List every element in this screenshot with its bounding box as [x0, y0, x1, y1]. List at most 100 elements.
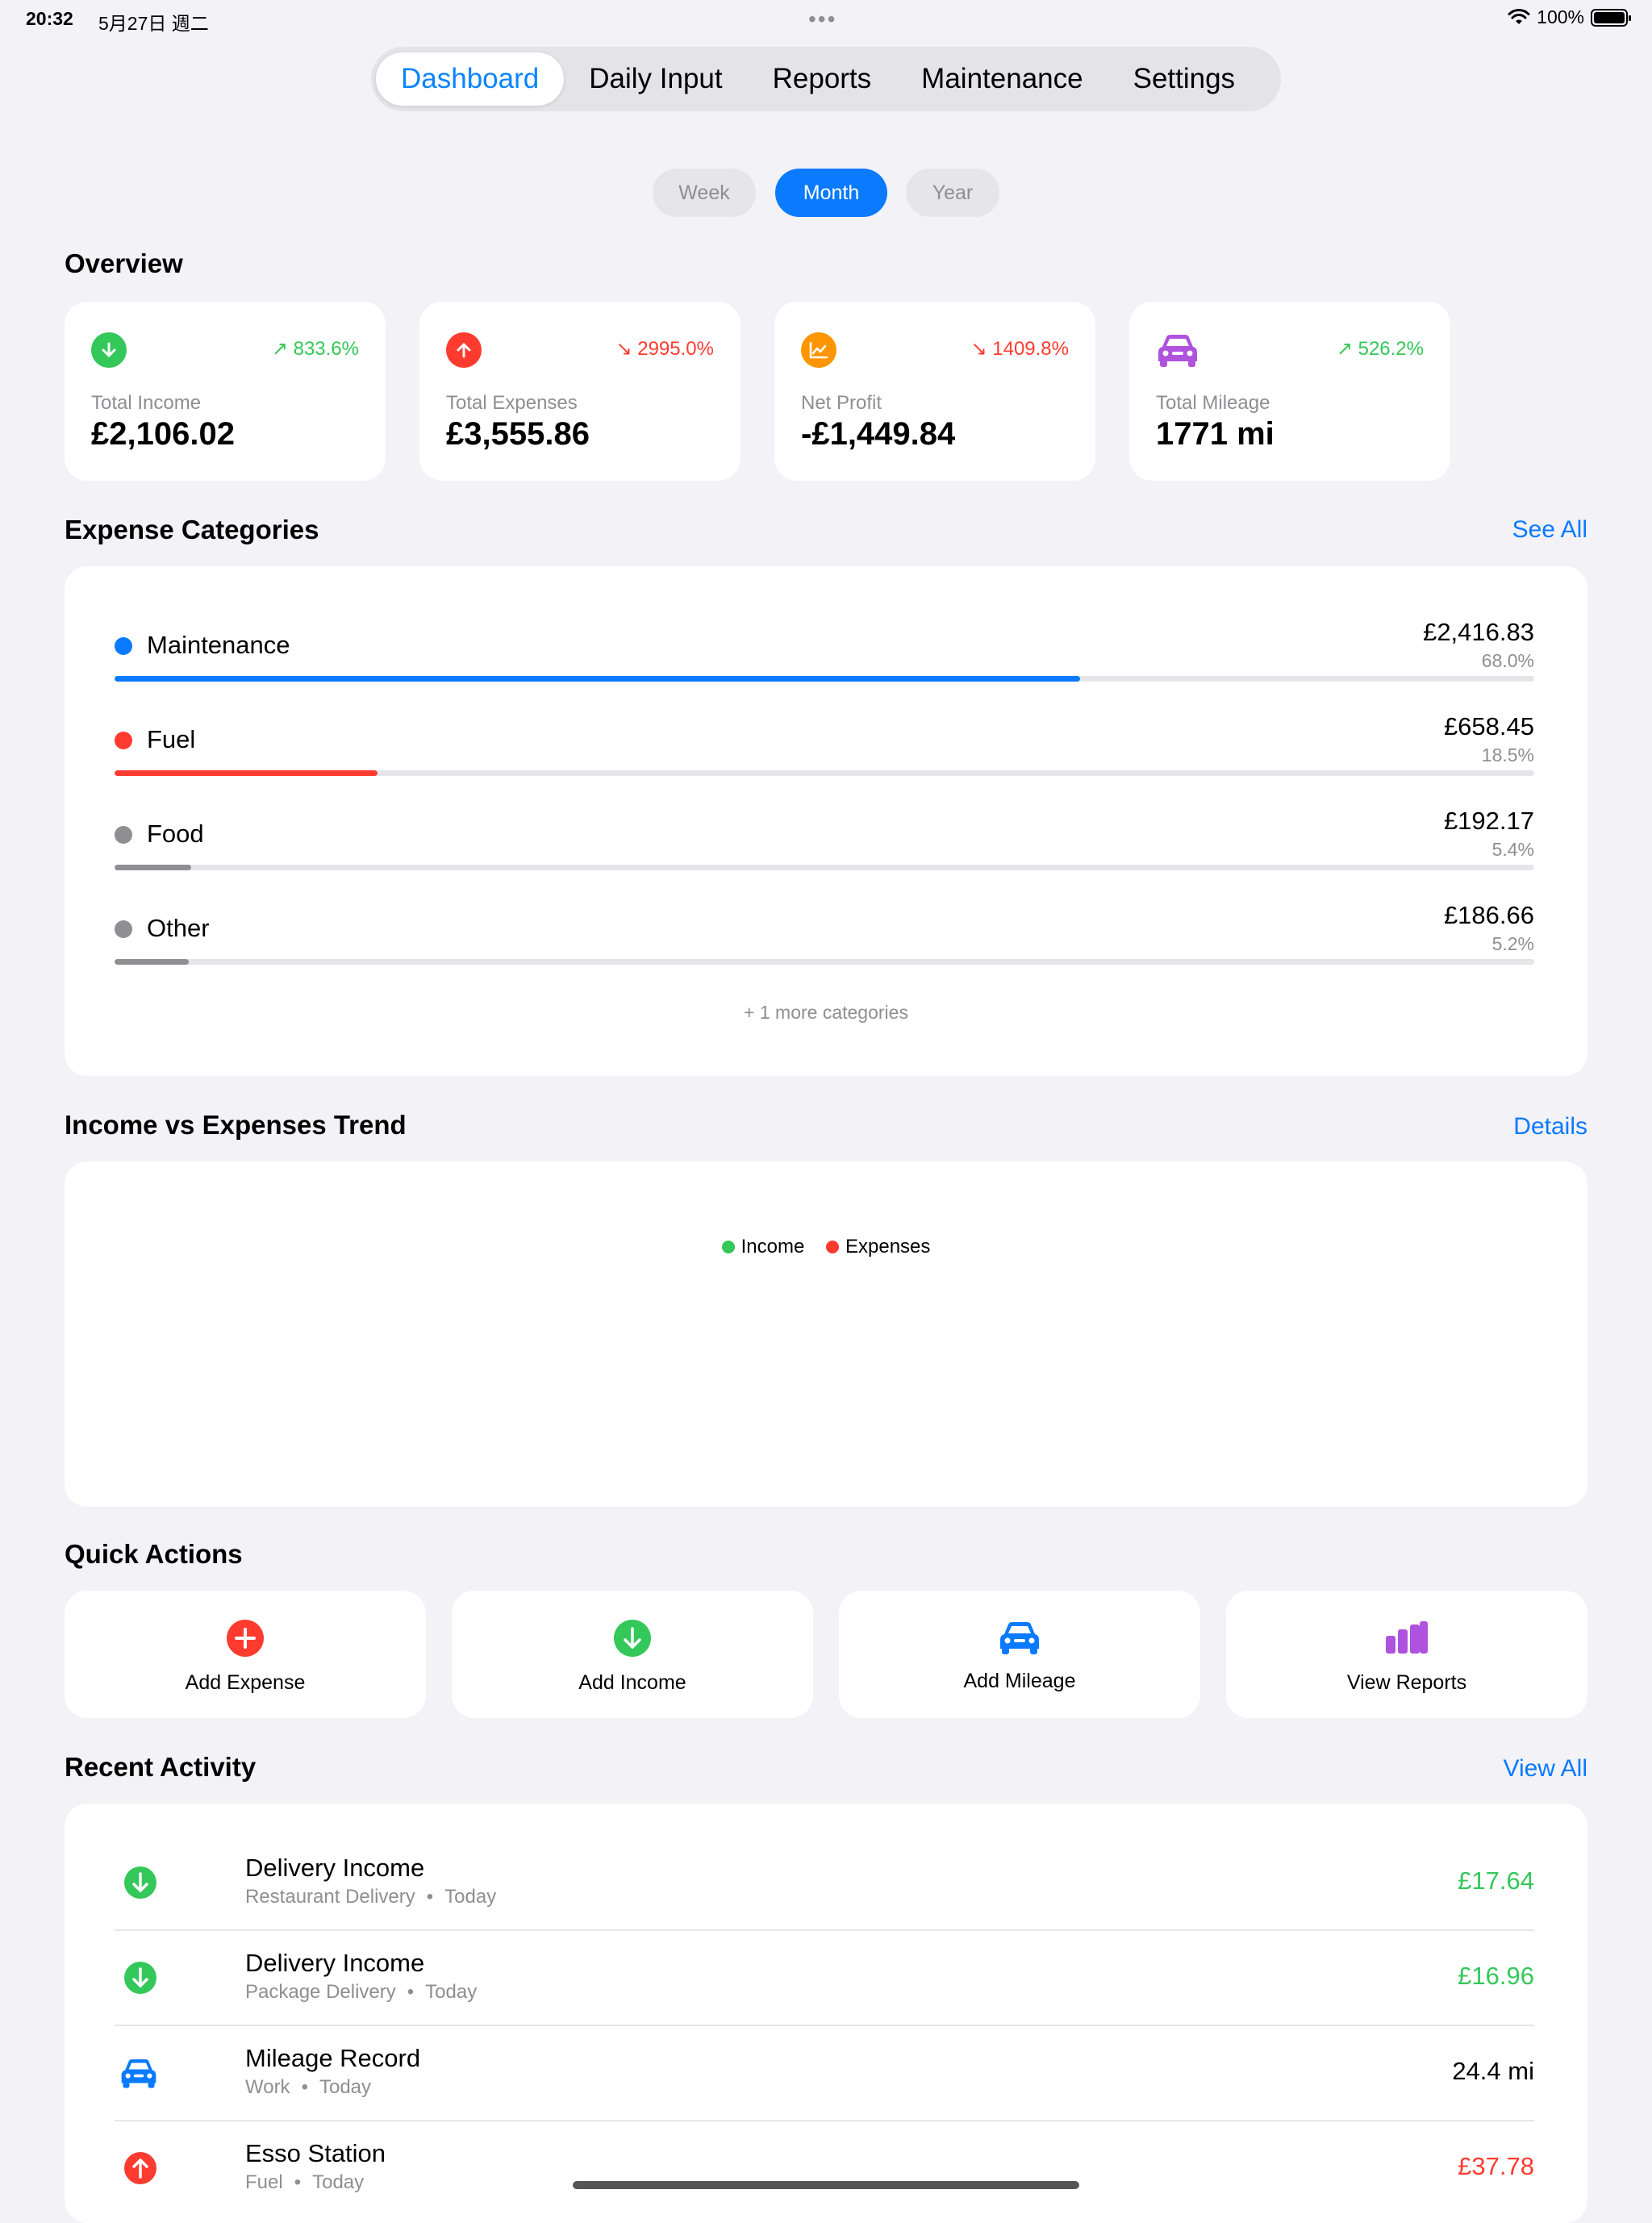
chart-legend: Income Expenses — [65, 1236, 1587, 1259]
add-expense-button[interactable]: Add Expense — [65, 1591, 426, 1718]
trend-down-icon: ↘ — [615, 338, 638, 360]
expense-categories-card: Maintenance £2,416.83 68.0% Fuel £658.45… — [65, 566, 1587, 1076]
category-progress-track — [115, 676, 1534, 682]
row-divider — [115, 2025, 1534, 2026]
activity-title: Delivery Income — [245, 1949, 425, 1977]
category-percent: 68.0% — [1481, 650, 1534, 671]
category-row-food[interactable]: Food £192.17 5.4% — [115, 807, 1534, 887]
activity-row[interactable]: Esso Station Fuel • Today £37.78 — [115, 2121, 1534, 2217]
battery-icon — [1591, 8, 1631, 27]
period-month-button[interactable]: Month — [775, 169, 887, 217]
activity-category: Work — [245, 2076, 290, 2098]
net-profit-card[interactable]: ↘ 1409.8% Net Profit -£1,449.84 — [774, 302, 1095, 481]
expenses-label: Total Expenses — [446, 392, 578, 414]
period-year-button[interactable]: Year — [906, 169, 999, 217]
profit-change-value: 1409.8% — [992, 338, 1069, 360]
tab-dashboard[interactable]: Dashboard — [376, 52, 565, 106]
category-row-fuel[interactable]: Fuel £658.45 18.5% — [115, 712, 1534, 793]
home-indicator[interactable] — [573, 2181, 1079, 2189]
quick-actions-title: Quick Actions — [65, 1539, 243, 1569]
activity-date: Today — [444, 1886, 497, 1908]
trend-up-icon: ↗ — [271, 338, 294, 360]
trend-chart-card: Income Expenses — [65, 1162, 1587, 1507]
activity-amount: £16.96 — [1458, 1962, 1534, 1990]
category-row-other[interactable]: Other £186.66 5.2% — [115, 901, 1534, 982]
legend-dot-expenses — [825, 1241, 839, 1253]
trend-down-icon: ↘ — [970, 338, 993, 360]
profit-label: Net Profit — [801, 392, 882, 414]
category-progress-fill — [115, 959, 189, 965]
status-time: 20:32 — [26, 8, 73, 29]
category-row-maintenance[interactable]: Maintenance £2,416.83 68.0% — [115, 618, 1534, 699]
mileage-change-value: 526.2% — [1358, 338, 1424, 360]
recent-activity-card: Delivery Income Restaurant Delivery • Toda… — [65, 1804, 1587, 2223]
period-week-button[interactable]: Week — [653, 169, 756, 217]
arrow-down-circle-icon — [91, 332, 127, 368]
car-icon — [998, 1620, 1041, 1659]
chart-line-icon — [801, 332, 836, 368]
activity-category: Package Delivery — [245, 1981, 396, 2003]
tab-reports[interactable]: Reports — [772, 63, 872, 94]
see-all-link[interactable]: See All — [1512, 516, 1587, 543]
car-icon — [1156, 332, 1199, 372]
category-name: Maintenance — [147, 631, 290, 659]
activity-subtitle: Restaurant Delivery • Today — [245, 1886, 496, 1908]
income-change-value: 833.6% — [293, 338, 359, 360]
activity-row[interactable]: Mileage Record Work • Today 24.4 mi — [115, 2026, 1534, 2121]
bullet-separator: • — [407, 1981, 415, 2003]
legend-income: Income — [721, 1236, 804, 1258]
bar-chart-icon — [1384, 1620, 1429, 1659]
add-income-button[interactable]: Add Income — [452, 1591, 813, 1718]
mileage-label: Total Mileage — [1156, 392, 1270, 414]
add-mileage-label: Add Mileage — [963, 1670, 1076, 1692]
tab-maintenance[interactable]: Maintenance — [921, 63, 1083, 94]
mileage-value: 1771 mi — [1156, 416, 1274, 452]
category-name: Other — [147, 914, 210, 942]
activity-subtitle: Package Delivery • Today — [245, 1981, 477, 2004]
bullet-separator: • — [301, 2076, 308, 2098]
income-label: Total Income — [91, 392, 202, 414]
activity-row[interactable]: Delivery Income Restaurant Delivery • Toda… — [115, 1836, 1534, 1931]
category-progress-track — [115, 959, 1534, 965]
status-date: 5月27日 週二 — [98, 13, 209, 34]
car-icon — [119, 2057, 158, 2093]
activity-amount: 24.4 mi — [1452, 2057, 1534, 2085]
activity-category: Restaurant Delivery — [245, 1886, 415, 1908]
view-all-link[interactable]: View All — [1503, 1755, 1587, 1782]
arrow-down-circle-icon — [124, 1866, 156, 1903]
expenses-change: ↘ 2995.0% — [615, 337, 714, 361]
activity-subtitle: Work • Today — [245, 2076, 371, 2099]
more-categories-text[interactable]: + 1 more categories — [744, 1002, 908, 1023]
expenses-change-value: 2995.0% — [637, 338, 714, 360]
profit-value: -£1,449.84 — [801, 416, 956, 452]
legend-expenses: Expenses — [825, 1236, 930, 1258]
total-mileage-card[interactable]: ↗ 526.2% Total Mileage 1771 mi — [1129, 302, 1450, 481]
legend-dot-income — [721, 1241, 735, 1253]
category-percent: 5.4% — [1491, 839, 1534, 860]
arrow-up-circle-icon — [124, 2152, 156, 2188]
bullet-separator: • — [294, 2171, 302, 2193]
total-expenses-card[interactable]: ↘ 2995.0% Total Expenses £3,555.86 — [419, 302, 740, 481]
tab-daily-input[interactable]: Daily Input — [589, 63, 723, 94]
category-amount: £192.17 — [1443, 807, 1534, 835]
multitasking-dots-icon[interactable]: ••• — [808, 6, 837, 31]
income-change: ↗ 833.6% — [272, 337, 359, 361]
income-value: £2,106.02 — [91, 416, 235, 452]
trend-title: Income vs Expenses Trend — [65, 1110, 407, 1140]
activity-row[interactable]: Delivery Income Package Delivery • Today £… — [115, 1931, 1534, 2026]
category-amount: £186.66 — [1443, 901, 1534, 929]
category-name: Fuel — [147, 725, 196, 753]
wifi-icon — [1508, 8, 1530, 24]
view-reports-label: View Reports — [1346, 1671, 1467, 1694]
activity-title: Delivery Income — [245, 1854, 425, 1882]
activity-subtitle: Fuel • Today — [245, 2171, 364, 2194]
add-mileage-button[interactable]: Add Mileage — [839, 1591, 1200, 1718]
category-color-dot — [115, 920, 132, 938]
profit-change: ↘ 1409.8% — [970, 337, 1069, 361]
category-percent: 18.5% — [1481, 744, 1534, 765]
expenses-value: £3,555.86 — [446, 416, 590, 452]
tab-settings[interactable]: Settings — [1133, 63, 1236, 94]
view-reports-button[interactable]: View Reports — [1226, 1591, 1587, 1718]
details-link[interactable]: Details — [1513, 1113, 1587, 1140]
total-income-card[interactable]: ↗ 833.6% Total Income £2,106.02 — [65, 302, 386, 481]
